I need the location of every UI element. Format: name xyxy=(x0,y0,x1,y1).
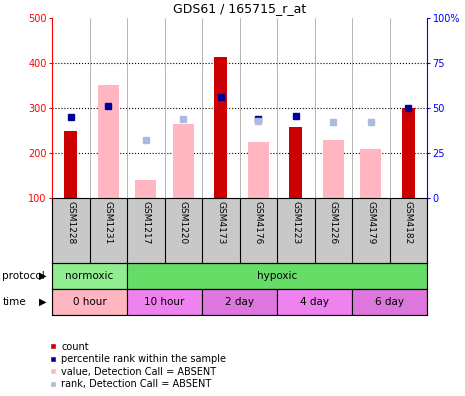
Bar xyxy=(52,289,127,315)
Text: ▶: ▶ xyxy=(39,297,46,307)
Bar xyxy=(173,124,193,198)
Text: 2 day: 2 day xyxy=(225,297,254,307)
Bar xyxy=(277,289,352,315)
Text: time: time xyxy=(2,297,26,307)
Bar xyxy=(289,127,302,198)
Bar xyxy=(323,141,344,198)
Text: GSM4179: GSM4179 xyxy=(366,201,375,245)
Text: GSM1223: GSM1223 xyxy=(291,201,300,244)
Text: GSM4176: GSM4176 xyxy=(254,201,263,245)
Bar xyxy=(64,131,77,198)
Text: GSM1220: GSM1220 xyxy=(179,201,188,244)
Bar xyxy=(352,289,427,315)
Bar xyxy=(127,263,427,289)
Text: 6 day: 6 day xyxy=(375,297,404,307)
Bar xyxy=(127,289,202,315)
Bar xyxy=(248,142,269,198)
Text: GSM1228: GSM1228 xyxy=(66,201,75,244)
Bar xyxy=(202,289,277,315)
Text: 10 hour: 10 hour xyxy=(144,297,185,307)
Bar xyxy=(135,180,156,198)
Bar xyxy=(402,108,415,198)
Bar xyxy=(360,148,381,198)
Text: protocol: protocol xyxy=(2,271,45,281)
Text: 0 hour: 0 hour xyxy=(73,297,106,307)
Bar xyxy=(214,57,227,198)
Legend: count, percentile rank within the sample, value, Detection Call = ABSENT, rank, : count, percentile rank within the sample… xyxy=(47,340,228,391)
Bar xyxy=(52,263,127,289)
Text: normoxic: normoxic xyxy=(66,271,113,281)
Text: ▶: ▶ xyxy=(39,271,46,281)
Text: 4 day: 4 day xyxy=(300,297,329,307)
Bar xyxy=(98,85,119,198)
Text: GSM1231: GSM1231 xyxy=(104,201,113,245)
Title: GDS61 / 165715_r_at: GDS61 / 165715_r_at xyxy=(173,2,306,15)
Text: GSM4182: GSM4182 xyxy=(404,201,413,244)
Text: GSM1226: GSM1226 xyxy=(329,201,338,244)
Text: hypoxic: hypoxic xyxy=(257,271,297,281)
Text: GSM1217: GSM1217 xyxy=(141,201,150,245)
Text: GSM4173: GSM4173 xyxy=(216,201,225,245)
